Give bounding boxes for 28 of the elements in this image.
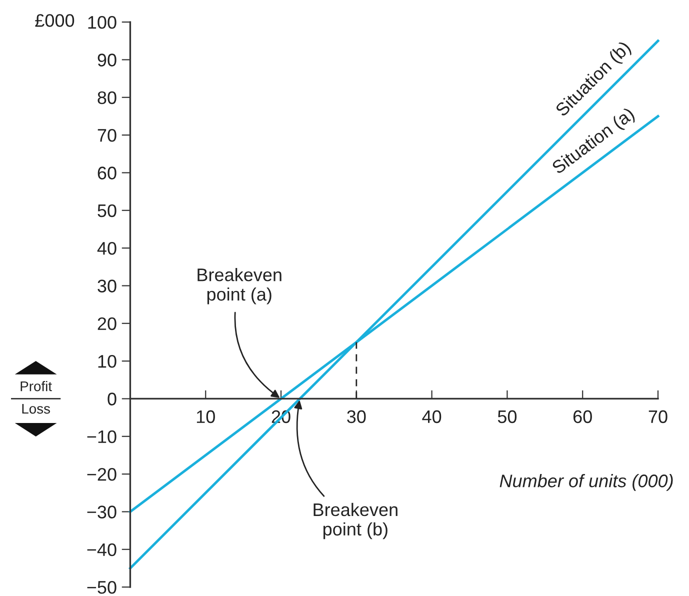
x-tick-label: 30 bbox=[347, 410, 366, 424]
y-tick-label: 100 bbox=[88, 16, 116, 29]
y-tick-label: −30 bbox=[87, 506, 116, 518]
y-tick-label: 70 bbox=[98, 128, 116, 142]
x-tick-label: 70 bbox=[648, 410, 668, 424]
x-tick-label: 50 bbox=[498, 410, 517, 424]
y-axis-title: £000 bbox=[35, 14, 74, 27]
x-tick-label: 10 bbox=[196, 410, 215, 424]
annotation: Breakeven point (a) bbox=[198, 268, 282, 304]
y-tick-label: −40 bbox=[87, 543, 116, 556]
y-tick-label: 10 bbox=[98, 354, 116, 368]
annotation: Breakeven point (b) bbox=[314, 502, 398, 540]
text: Loss bbox=[22, 404, 50, 414]
y-tick-label: −50 bbox=[87, 580, 116, 594]
text: Profit bbox=[20, 381, 52, 392]
y-tick-label: −20 bbox=[87, 468, 116, 481]
x-tick-label: 40 bbox=[422, 410, 442, 424]
x-axis-title: Number of units (000) bbox=[500, 474, 673, 491]
y-tick-label: 40 bbox=[97, 242, 116, 255]
y-tick-label: 60 bbox=[98, 166, 116, 180]
y-tick-label: 50 bbox=[98, 204, 116, 218]
y-tick-label: 80 bbox=[98, 91, 116, 104]
y-tick-label: −10 bbox=[87, 430, 116, 444]
x-tick-label: 60 bbox=[573, 410, 592, 424]
y-tick-label: 30 bbox=[98, 280, 116, 292]
y-tick-label: 0 bbox=[108, 392, 116, 406]
y-tick-label: 20 bbox=[98, 317, 116, 330]
y-tick-label: 90 bbox=[98, 54, 116, 66]
